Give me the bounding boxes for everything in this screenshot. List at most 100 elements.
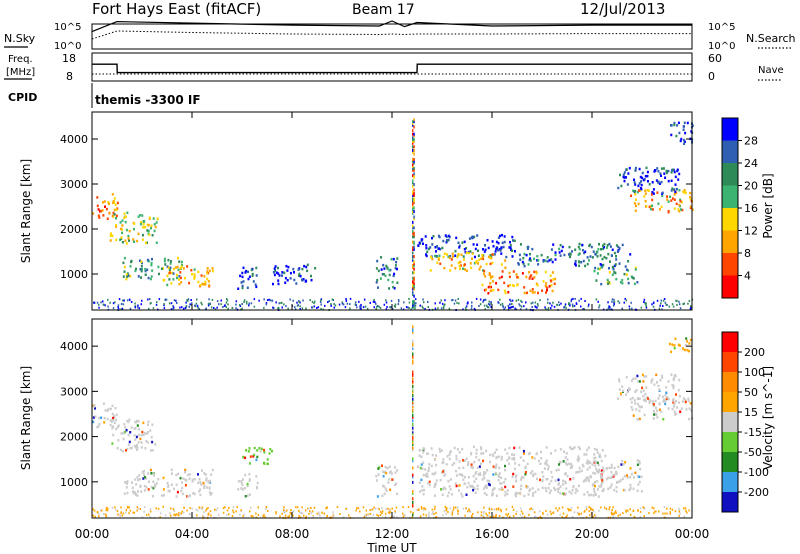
scatter-cell bbox=[287, 265, 290, 269]
scatter-cell bbox=[488, 300, 490, 303]
spike-cell bbox=[412, 419, 414, 423]
scatter-cell bbox=[644, 189, 647, 192]
scatter-cell bbox=[136, 446, 139, 449]
scatter-cell bbox=[265, 508, 267, 510]
scatter-cell bbox=[615, 255, 617, 258]
spike-cell bbox=[412, 192, 414, 196]
scatter-cell bbox=[94, 515, 96, 518]
scatter-cell bbox=[439, 301, 441, 304]
scatter-cell bbox=[601, 244, 604, 247]
scatter-cell bbox=[193, 277, 196, 280]
scatter-cell bbox=[664, 512, 666, 515]
scatter-cell bbox=[295, 506, 297, 509]
scatter-cell bbox=[506, 492, 509, 496]
scatter-cell bbox=[134, 438, 137, 441]
scatter-cell bbox=[499, 298, 501, 301]
scatter-cell bbox=[420, 463, 423, 466]
scatter-cell bbox=[622, 512, 624, 515]
scatter-cell bbox=[574, 248, 577, 251]
scatter-cell bbox=[377, 467, 380, 470]
scatter-cell bbox=[210, 473, 213, 476]
scatter-cell bbox=[552, 511, 555, 514]
scatter-cell bbox=[285, 264, 288, 268]
scatter-cell bbox=[193, 478, 196, 481]
scatter-cell bbox=[498, 301, 500, 304]
scatter-cell bbox=[391, 507, 393, 510]
scatter-cell bbox=[488, 506, 491, 509]
scatter-cell bbox=[448, 457, 451, 461]
scatter-cell bbox=[379, 510, 382, 513]
scatter-cell bbox=[161, 494, 163, 497]
scatter-cell bbox=[508, 462, 510, 466]
scatter-cell bbox=[562, 460, 565, 463]
scatter-cell bbox=[489, 453, 491, 457]
spike-cell bbox=[412, 179, 414, 183]
scatter-cell bbox=[385, 508, 387, 511]
scatter-cell bbox=[383, 267, 386, 270]
scatter-cell bbox=[515, 299, 518, 302]
scatter-cell bbox=[166, 265, 169, 268]
scatter-cell bbox=[540, 253, 543, 257]
scatter-cell bbox=[547, 468, 549, 471]
scatter-cell bbox=[128, 512, 130, 515]
scatter-cell bbox=[485, 449, 488, 453]
spike-cell bbox=[412, 285, 414, 289]
scatter-cell bbox=[630, 513, 632, 516]
scatter-cell bbox=[145, 439, 148, 443]
scatter-cell bbox=[564, 303, 567, 306]
scatter-cell bbox=[127, 420, 130, 424]
spike-cell bbox=[412, 211, 414, 215]
scatter-cell bbox=[253, 305, 256, 308]
scatter-cell bbox=[604, 506, 606, 509]
scatter-cell bbox=[674, 175, 677, 179]
scatter-cell bbox=[338, 303, 341, 306]
scatter-cell bbox=[667, 169, 670, 173]
scatter-cell bbox=[441, 302, 444, 305]
spike-cell bbox=[413, 132, 415, 136]
scatter-cell bbox=[147, 258, 150, 262]
scatter-cell bbox=[638, 462, 641, 465]
scatter-cell bbox=[630, 405, 633, 409]
scatter-cell bbox=[461, 495, 464, 498]
scatter-cell bbox=[483, 516, 485, 519]
scatter-cell bbox=[561, 515, 564, 518]
scatter-cell bbox=[144, 268, 147, 271]
scatter-cell bbox=[636, 374, 639, 378]
scatter-cell bbox=[204, 280, 207, 284]
scatter-cell bbox=[107, 305, 109, 308]
scatter-cell bbox=[653, 512, 655, 515]
scatter-cell bbox=[183, 307, 185, 310]
scatter-cell bbox=[690, 305, 692, 308]
scatter-cell bbox=[618, 480, 621, 483]
scatter-cell bbox=[536, 255, 539, 258]
scatter-cell bbox=[643, 195, 646, 198]
scatter-cell bbox=[582, 308, 584, 311]
scatter-cell bbox=[657, 202, 660, 205]
scatter-cell bbox=[395, 482, 398, 486]
scatter-cell bbox=[333, 514, 335, 517]
scatter-cell bbox=[509, 306, 511, 309]
scatter-cell bbox=[672, 398, 675, 401]
scatter-cell bbox=[394, 267, 397, 270]
scatter-cell bbox=[657, 170, 660, 173]
scatter-cell bbox=[326, 515, 328, 518]
scatter-cell bbox=[495, 463, 498, 466]
scatter-cell bbox=[428, 483, 431, 487]
scatter-cell bbox=[497, 473, 500, 477]
scatter-cell bbox=[535, 271, 538, 275]
scatter-cell bbox=[596, 461, 599, 465]
scatter-cell bbox=[556, 488, 559, 491]
scatter-cell bbox=[515, 479, 518, 482]
scatter-cell bbox=[559, 243, 562, 247]
scatter-cell bbox=[542, 260, 545, 263]
scatter-cell bbox=[232, 509, 234, 512]
scatter-cell bbox=[484, 244, 486, 247]
scatter-cell bbox=[651, 303, 653, 306]
scatter-cell bbox=[130, 426, 133, 429]
scatter-cell bbox=[574, 259, 577, 263]
scatter-cell bbox=[608, 281, 611, 285]
scatter-cell bbox=[112, 425, 114, 428]
scatter-cell bbox=[272, 271, 275, 274]
spike-cell bbox=[412, 390, 414, 394]
